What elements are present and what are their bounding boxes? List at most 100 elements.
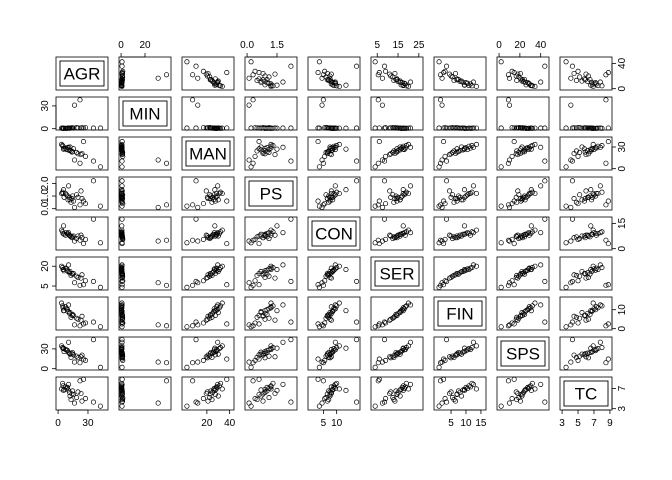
data-point <box>511 139 517 145</box>
data-point <box>266 394 272 401</box>
data-point <box>473 141 479 148</box>
data-point <box>324 270 330 277</box>
data-point <box>498 240 504 246</box>
panel-ser-vs-ser <box>370 256 424 291</box>
data-point <box>332 262 338 268</box>
data-point <box>563 364 569 370</box>
data-point <box>597 230 603 236</box>
data-point <box>268 265 274 271</box>
data-point <box>457 194 463 200</box>
panel-ser-vs-con <box>307 256 361 291</box>
data-point <box>328 384 334 390</box>
data-point <box>268 304 274 310</box>
panel-sps-vs-ps <box>244 336 298 371</box>
data-point <box>254 314 260 320</box>
data-point <box>207 315 213 321</box>
data-point <box>268 125 274 131</box>
data-point <box>467 265 474 271</box>
data-point <box>394 233 400 239</box>
data-point <box>583 317 589 323</box>
tick-label: 5 <box>374 40 380 51</box>
data-point <box>59 190 65 197</box>
data-point <box>588 125 594 131</box>
data-point <box>327 391 333 398</box>
data-point <box>268 227 274 233</box>
data-point <box>200 68 206 74</box>
data-point <box>327 316 333 322</box>
data-point <box>568 359 574 365</box>
data-point <box>204 125 210 131</box>
data-point <box>522 387 528 393</box>
data-point <box>75 274 81 281</box>
data-point <box>583 188 589 194</box>
data-point <box>528 82 534 88</box>
data-point <box>97 403 103 409</box>
data-point <box>388 316 394 322</box>
data-point <box>288 399 294 405</box>
panel-ser-vs-sps <box>496 256 550 291</box>
data-point <box>334 265 340 271</box>
data-point <box>387 354 393 360</box>
data-point <box>506 280 513 286</box>
data-point <box>391 234 397 240</box>
data-point <box>394 312 400 318</box>
data-point <box>224 70 230 76</box>
panel-con-vs-agr <box>55 216 109 251</box>
data-point <box>470 262 477 268</box>
data-point <box>446 390 453 397</box>
data-point <box>372 364 378 370</box>
data-point <box>376 139 382 145</box>
data-point <box>184 240 190 246</box>
data-point <box>506 157 513 163</box>
data-point <box>288 319 294 325</box>
data-point <box>443 158 450 164</box>
data-point <box>184 284 190 290</box>
data-point <box>505 323 511 329</box>
data-point <box>219 300 225 306</box>
tick-label: 40 <box>535 40 547 51</box>
data-point <box>571 196 577 202</box>
data-point <box>119 337 125 343</box>
data-point <box>593 265 599 271</box>
tick-label: 10 <box>331 418 343 429</box>
panel-tc-vs-ser <box>370 376 424 411</box>
data-point <box>77 97 83 103</box>
panel-con-vs-fin <box>433 216 487 251</box>
panel-ps-vs-min <box>118 176 172 211</box>
data-point <box>603 237 609 243</box>
data-point <box>320 97 326 103</box>
data-point <box>452 398 459 404</box>
data-point <box>461 345 468 351</box>
data-point <box>209 397 215 403</box>
data-point <box>563 203 569 209</box>
data-point <box>443 178 450 184</box>
data-point <box>322 396 328 402</box>
data-point <box>581 146 587 152</box>
data-point <box>379 238 385 244</box>
data-point <box>597 125 603 131</box>
data-point <box>207 270 213 277</box>
data-point <box>528 146 534 152</box>
data-point <box>119 391 125 397</box>
tick-label: 0 <box>55 418 61 429</box>
data-point <box>451 125 457 131</box>
data-point <box>394 125 400 131</box>
data-point <box>264 307 270 313</box>
data-point <box>184 403 190 409</box>
data-point <box>381 63 388 69</box>
data-point <box>272 152 278 158</box>
data-point <box>532 141 538 148</box>
data-point <box>119 272 125 279</box>
data-point <box>505 202 511 208</box>
data-point <box>529 229 535 235</box>
data-point <box>252 125 258 131</box>
data-point <box>215 351 221 357</box>
data-point <box>603 97 609 103</box>
data-point <box>155 75 161 81</box>
data-point <box>59 300 65 306</box>
data-point <box>589 309 595 315</box>
data-point <box>246 400 252 406</box>
panel-man-vs-man <box>181 136 235 171</box>
data-point <box>155 400 161 406</box>
